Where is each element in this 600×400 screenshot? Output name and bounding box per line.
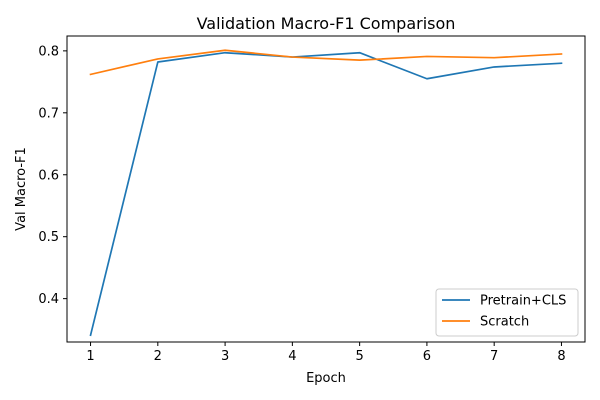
y-axis: 0.4 0.5 0.6 0.7 0.8 — [38, 44, 67, 307]
x-tick-label: 5 — [355, 349, 363, 364]
legend: Pretrain+CLS Scratch — [435, 288, 579, 337]
chart-title: Validation Macro-F1 Comparison — [197, 14, 456, 33]
y-tick-label: 0.4 — [38, 292, 59, 307]
plot-frame — [66, 35, 586, 343]
y-tick-label: 0.8 — [38, 44, 59, 59]
x-tick-label: 1 — [86, 349, 94, 364]
x-tick-label: 2 — [154, 349, 162, 364]
x-tick-label: 6 — [423, 349, 431, 364]
y-axis-title: Val Macro-F1 — [14, 147, 29, 231]
legend-label-pretrain: Pretrain+CLS — [480, 294, 566, 309]
x-axis-title: Epoch — [306, 371, 346, 386]
series-line-pretrain — [89, 51, 563, 337]
x-tick-label: 3 — [221, 349, 229, 364]
y-tick-label: 0.6 — [38, 168, 59, 183]
series-layer — [89, 49, 563, 337]
legend-box — [435, 288, 579, 337]
x-tick-label: 7 — [490, 349, 498, 364]
x-axis: 1 2 3 4 5 6 7 8 — [86, 342, 566, 364]
legend-label-scratch: Scratch — [480, 315, 529, 330]
series-line-scratch — [89, 49, 563, 76]
y-tick-label: 0.5 — [38, 230, 59, 245]
y-tick-label: 0.7 — [38, 106, 59, 121]
x-tick-label: 4 — [288, 349, 296, 364]
x-tick-label: 8 — [557, 349, 565, 364]
